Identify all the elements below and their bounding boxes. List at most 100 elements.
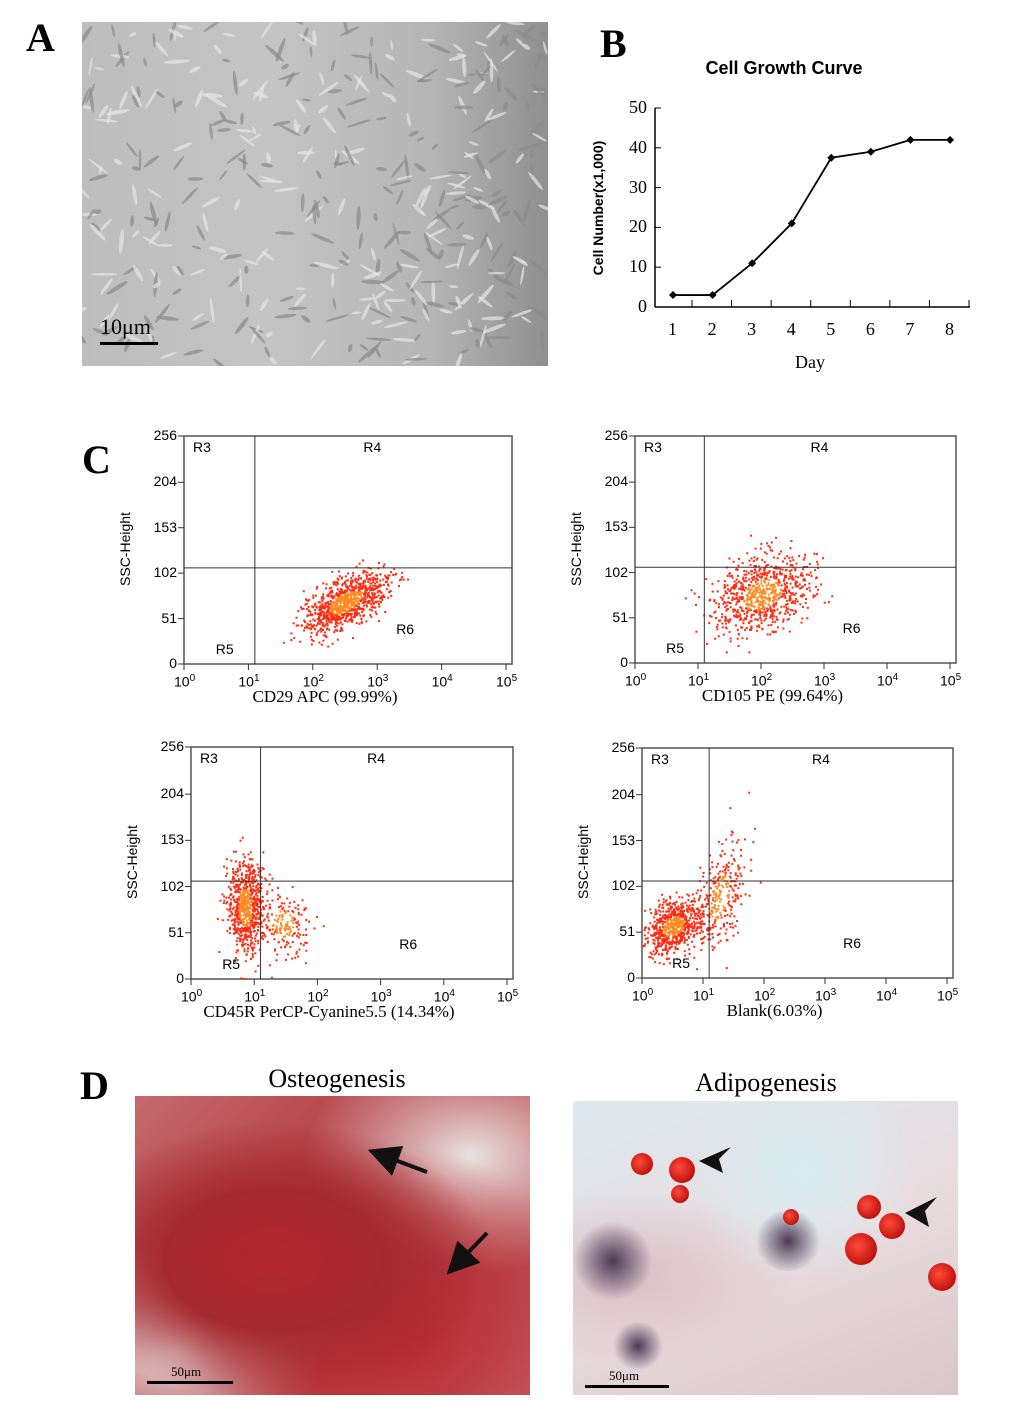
event-dot <box>772 631 775 634</box>
cell <box>319 72 325 86</box>
event-dot <box>707 900 710 903</box>
event-dot <box>735 594 738 597</box>
event-dot <box>387 596 390 599</box>
event-dot <box>672 909 675 912</box>
event-dot <box>738 587 741 590</box>
event-dot <box>320 597 323 600</box>
event-dot <box>337 596 340 599</box>
event-dot <box>232 918 235 921</box>
event-dot <box>730 908 733 911</box>
y-axis-label: SSC-Height <box>117 512 133 586</box>
event-dot <box>377 594 380 597</box>
event-dot <box>750 581 753 584</box>
event-dot <box>312 606 315 609</box>
event-dot <box>249 896 252 899</box>
event-dot <box>797 576 800 579</box>
arrow-icon <box>446 1231 489 1275</box>
event-dot <box>349 591 352 594</box>
event-dot <box>665 899 668 902</box>
event-dot <box>268 903 271 906</box>
event-dot <box>374 606 377 609</box>
event-dot <box>681 914 684 917</box>
event-dot <box>347 579 350 582</box>
event-dot <box>311 624 314 627</box>
event-dot <box>341 629 344 632</box>
event-dot <box>691 940 694 943</box>
event-dot <box>335 600 338 603</box>
event-dot <box>322 605 325 608</box>
event-dot <box>240 902 243 905</box>
event-dot <box>318 612 321 615</box>
event-dot <box>668 946 671 949</box>
event-dot <box>305 607 308 610</box>
event-dot <box>275 925 278 928</box>
event-dot <box>774 588 777 591</box>
data-point <box>827 153 836 162</box>
event-dot <box>732 849 735 852</box>
cell <box>351 311 362 315</box>
cell <box>244 265 249 274</box>
event-dot <box>237 878 240 881</box>
event-dot <box>664 925 667 928</box>
event-dot <box>742 576 745 579</box>
event-dot <box>758 568 761 571</box>
event-dot <box>357 612 360 615</box>
event-dot <box>761 604 764 607</box>
event-dot <box>239 900 242 903</box>
cell <box>133 89 143 108</box>
event-dot <box>331 642 334 645</box>
event-dot <box>344 583 347 586</box>
event-dot <box>251 937 254 940</box>
event-dot <box>784 583 787 586</box>
cell <box>222 32 236 37</box>
event-dot <box>250 901 253 904</box>
event-dot <box>319 611 322 614</box>
y-tick-label: 20 <box>629 216 647 237</box>
event-dot <box>808 582 811 585</box>
event-dot <box>715 893 718 896</box>
event-dot <box>724 871 727 874</box>
event-dot <box>362 609 365 612</box>
event-dot <box>347 586 350 589</box>
event-dot <box>776 581 779 584</box>
event-dot <box>321 603 324 606</box>
event-dot <box>728 900 731 903</box>
event-dot <box>237 888 240 891</box>
event-dot <box>752 590 755 593</box>
event-dot <box>771 549 774 552</box>
cell <box>396 189 404 205</box>
event-dot <box>713 893 716 896</box>
event-dot <box>725 867 728 870</box>
event-dot <box>662 963 665 966</box>
event-dot <box>731 576 734 579</box>
event-dot <box>791 592 794 595</box>
event-dot <box>248 894 251 897</box>
event-dot <box>366 601 369 604</box>
event-dot <box>754 827 757 830</box>
event-dot <box>667 919 670 922</box>
cell <box>273 187 299 192</box>
event-dot <box>724 909 727 912</box>
cell <box>368 306 391 319</box>
event-dot <box>700 923 703 926</box>
event-dot <box>673 928 676 931</box>
event-dot <box>243 887 246 890</box>
event-dot <box>315 605 318 608</box>
event-dot <box>737 644 740 647</box>
event-dot <box>336 602 339 605</box>
event-dot <box>654 927 657 930</box>
event-dot <box>266 940 269 943</box>
event-dot <box>371 593 374 596</box>
event-dot <box>243 950 246 953</box>
event-dot <box>726 575 729 578</box>
event-dot <box>235 951 238 954</box>
event-dot <box>676 931 679 934</box>
event-dot <box>271 877 274 880</box>
x-tick-label: 104 <box>877 672 899 689</box>
event-dot <box>314 602 317 605</box>
event-dot <box>293 919 296 922</box>
event-dot <box>376 591 379 594</box>
event-dot <box>343 612 346 615</box>
event-dot <box>675 916 678 919</box>
event-dot <box>722 594 725 597</box>
